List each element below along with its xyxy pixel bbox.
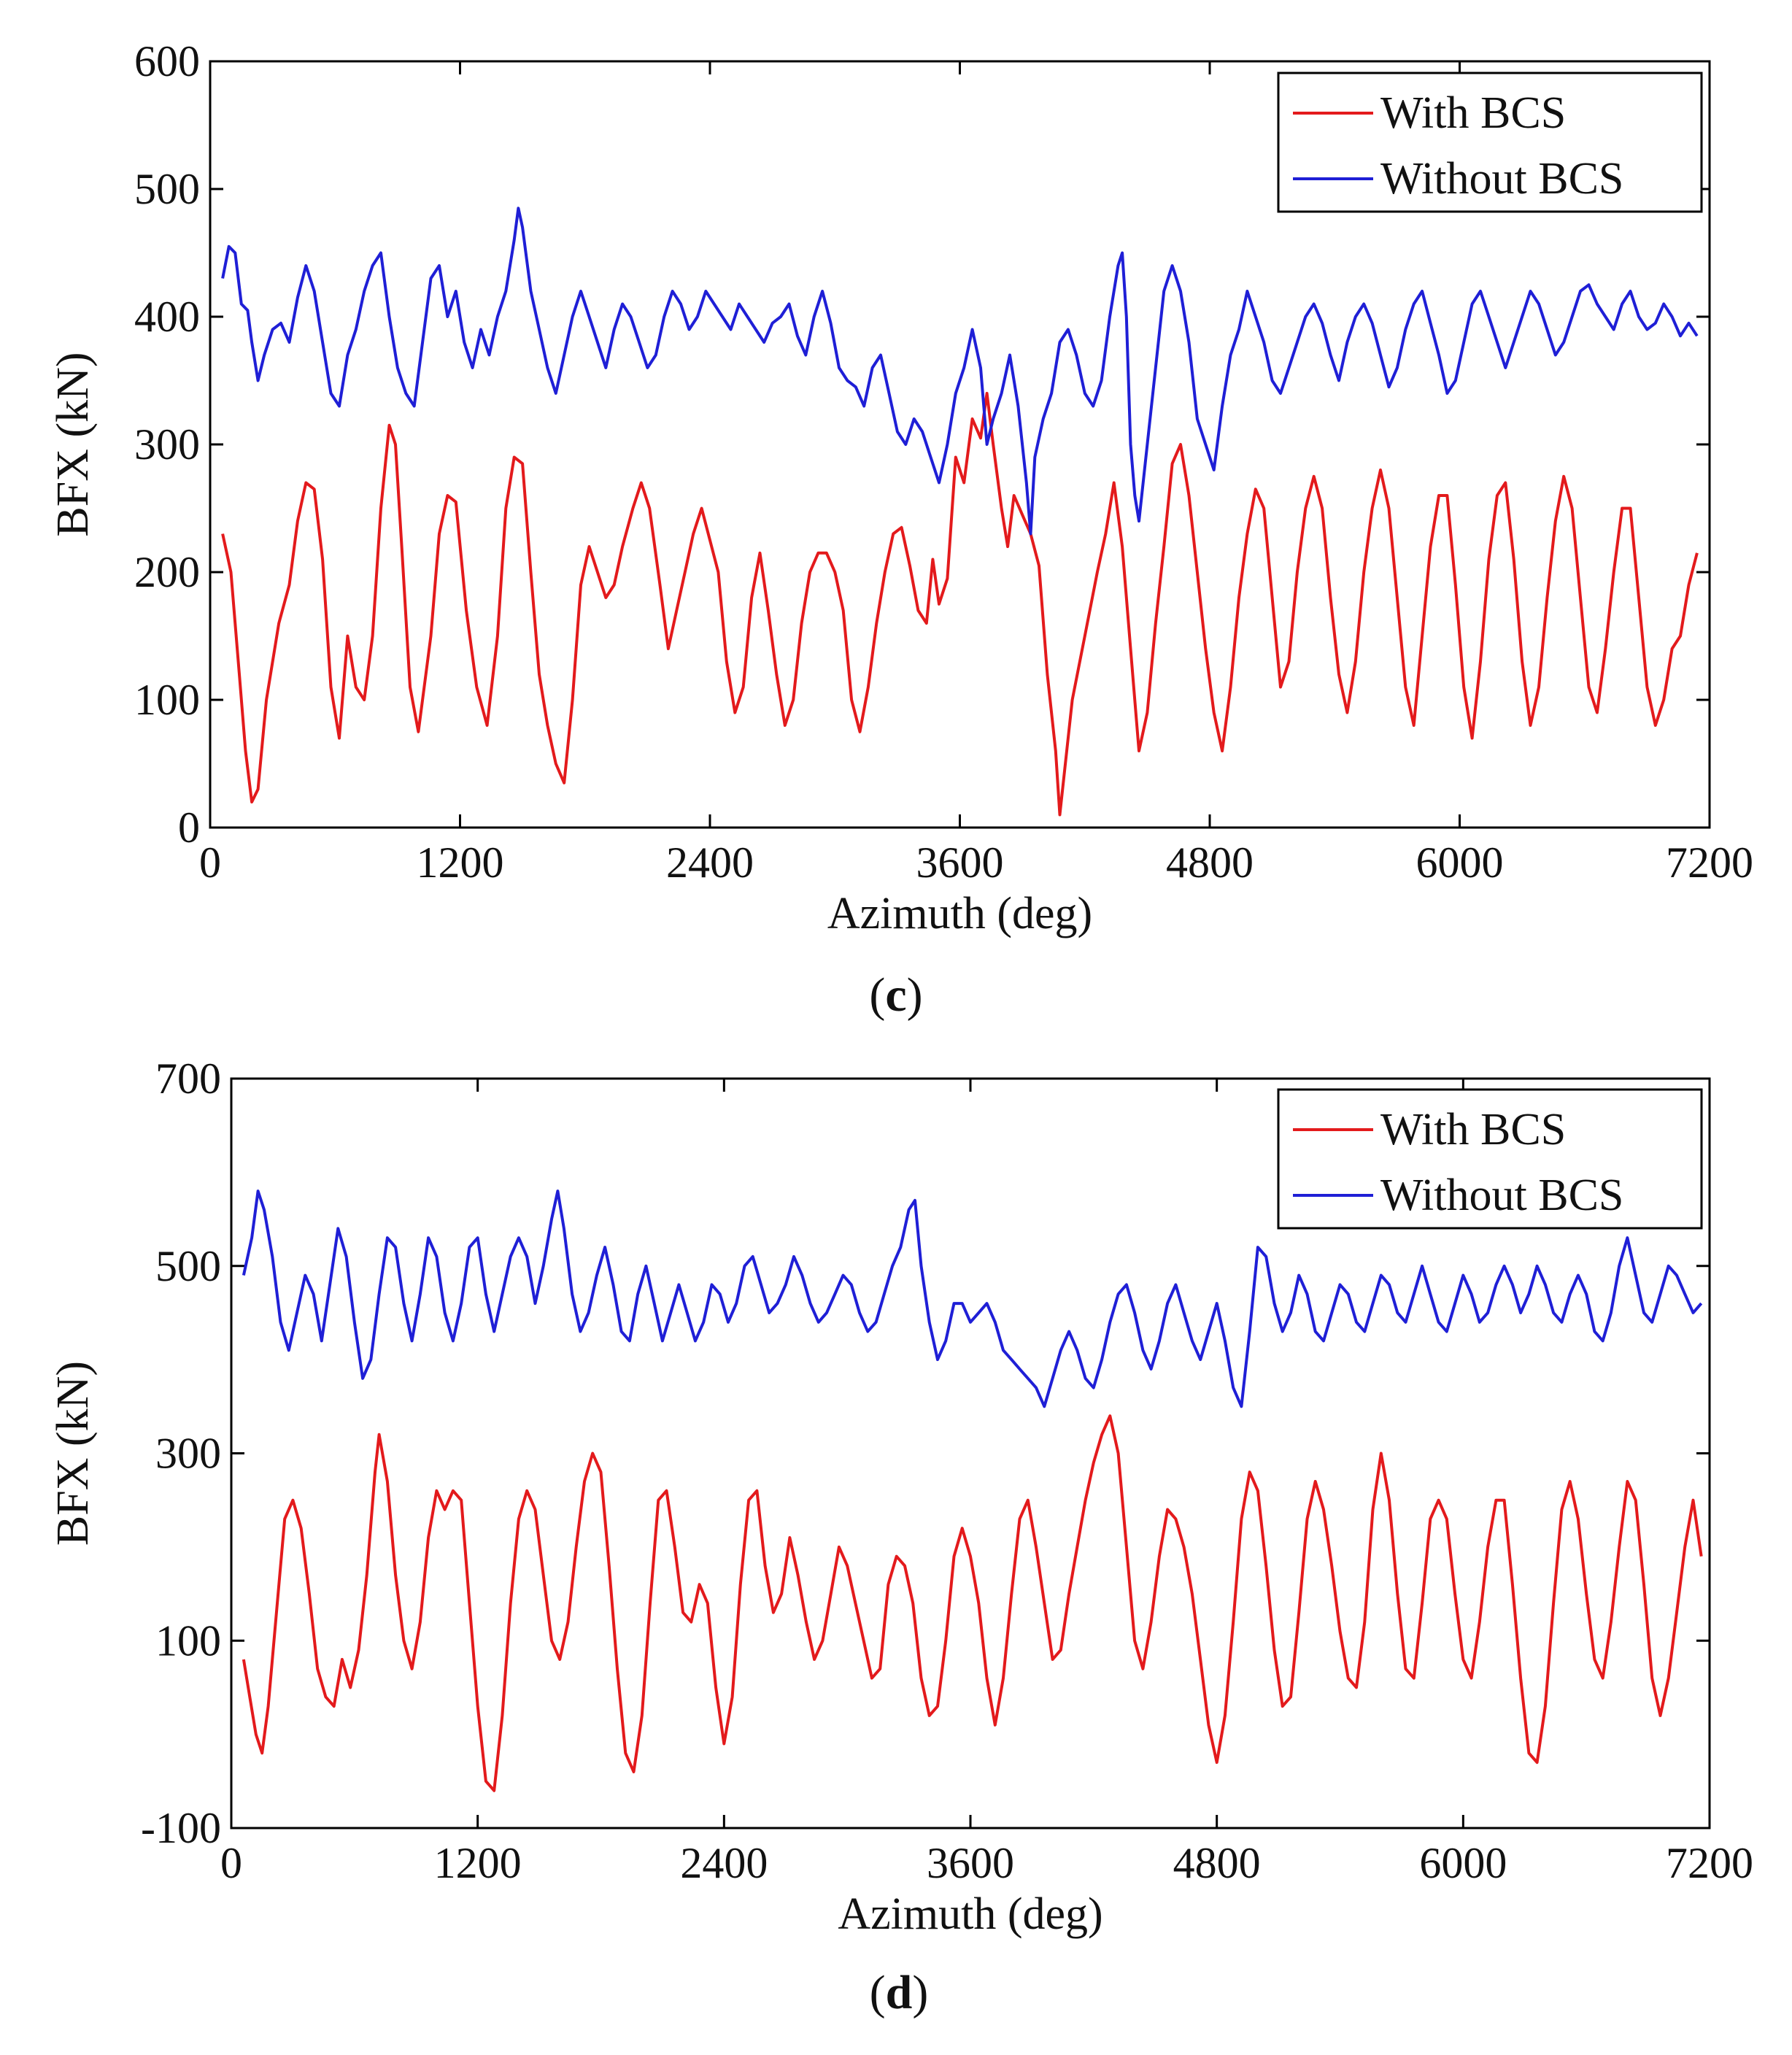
chart-d-xtick-label: 2400 [680, 1839, 768, 1887]
chart-d-y-axis-title: BFX (kN) [48, 1361, 98, 1546]
chart-panel-c: 0 1200 2400 3600 4800 6000 7200 0 100 200 300 400 50… [48, 37, 1753, 938]
chart-c-xtick-label: 7200 [1666, 838, 1753, 887]
chart-d-x-axis-title: Azimuth (deg) [838, 1889, 1102, 1939]
chart-d-xtick-label: 3600 [927, 1839, 1014, 1887]
chart-d-legend-label-with-bcs: With BCS [1380, 1105, 1566, 1154]
chart-c-ytick-label: 100 [134, 676, 200, 724]
chart-c-legend-box [1277, 72, 1703, 213]
chart-c-ytick-label: 300 [134, 420, 200, 469]
chart-d-series-with-bcs-line [242, 1414, 1703, 1792]
chart-c-y-axis-title: BFX (kN) [48, 352, 98, 536]
caption-c-letter: c [885, 968, 906, 1022]
chart-d-xtick-label: 4800 [1173, 1839, 1261, 1887]
chart-c-xtick-label: 4800 [1166, 838, 1254, 887]
chart-d-ytick-label: 500 [155, 1242, 221, 1290]
chart-d-xtick-label: 6000 [1419, 1839, 1507, 1887]
caption-d: (d) [870, 1966, 929, 2019]
chart-c-x-axis-title: Azimuth (deg) [827, 889, 1092, 938]
chart-c-xtick-label: 2400 [666, 838, 754, 887]
caption-d-close: ) [912, 1966, 928, 2019]
chart-d-xtick-label: 1200 [434, 1839, 522, 1887]
caption-d-letter: d [886, 1966, 913, 2019]
chart-panel-d: 0 1200 2400 3600 4800 6000 7200 -100 100 300 500 70… [48, 1055, 1753, 1939]
chart-c-legend-label-with-bcs: With BCS [1380, 88, 1566, 138]
chart-c-ytick-label: 0 [178, 803, 200, 852]
chart-d-series-without-bcs-line [242, 1190, 1703, 1408]
chart-d-xtick-label: 0 [220, 1839, 242, 1887]
caption-c-close: ) [907, 968, 923, 1022]
caption-c-open: ( [869, 968, 885, 1022]
chart-d-ytick-label: 300 [155, 1430, 221, 1478]
chart-c-xtick-label: 1200 [417, 838, 504, 887]
chart-c-series-with-bcs-line [221, 392, 1699, 817]
chart-c-legend-label-without-bcs: Without BCS [1380, 154, 1623, 204]
caption-c: (c) [869, 968, 922, 1022]
chart-c-xtick-label: 0 [199, 838, 221, 887]
chart-c-ytick-label: 600 [134, 37, 200, 85]
chart-c-xtick-label: 6000 [1416, 838, 1504, 887]
chart-d-xtick-label: 7200 [1666, 1839, 1753, 1887]
chart-d-legend-label-without-bcs: Without BCS [1380, 1171, 1623, 1220]
chart-c-series-without-bcs-line [221, 207, 1699, 536]
chart-c-xtick-label: 3600 [916, 838, 1004, 887]
chart-d-ytick-label: -100 [141, 1804, 221, 1852]
chart-c-ytick-label: 200 [134, 548, 200, 596]
chart-c-ytick-label: 500 [134, 165, 200, 213]
chart-d-ytick-label: 700 [155, 1055, 221, 1103]
caption-d-open: ( [870, 1966, 886, 2019]
chart-d-legend-box [1277, 1088, 1703, 1230]
chart-d-ytick-label: 100 [155, 1616, 221, 1665]
chart-c-ytick-label: 400 [134, 293, 200, 341]
